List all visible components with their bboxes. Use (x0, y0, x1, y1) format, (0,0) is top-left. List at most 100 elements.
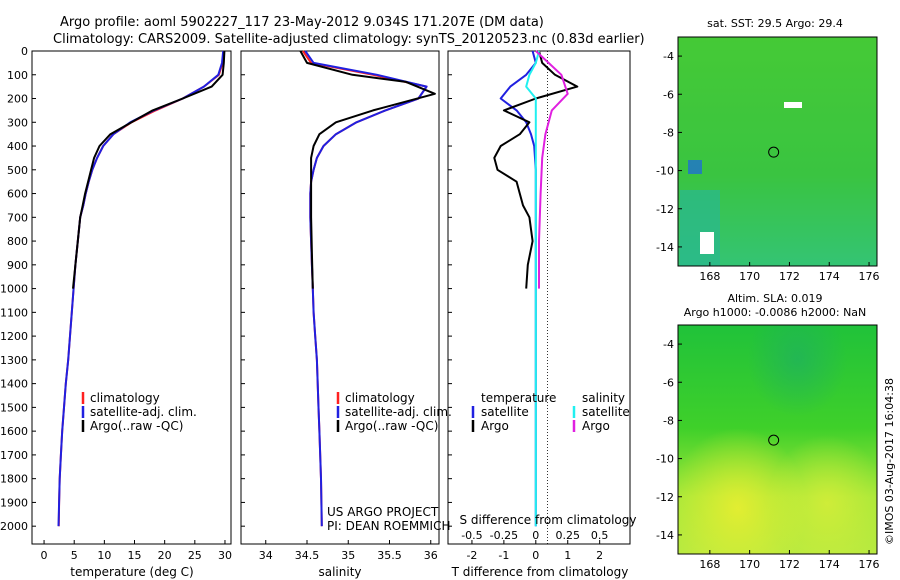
lat-tick-label: -12 (656, 491, 674, 504)
legend-label-satellite: satellite-adj. clim. (345, 405, 452, 419)
sst-land-gap (700, 232, 714, 254)
x-tick-label: 0 (532, 549, 539, 562)
sla-cool-region (678, 325, 877, 554)
legend-label-t-satellite: satellite (481, 405, 529, 419)
lon-tick-label: 168 (699, 558, 720, 571)
x-tick-label: 36 (424, 549, 438, 562)
legend-label-s-argo: Argo (582, 419, 610, 433)
legend-label-climatology: climatology (345, 391, 415, 405)
depth-tick-label: 2000 (0, 520, 28, 533)
depth-tick-label: 900 (7, 259, 28, 272)
temperature-series (57, 50, 226, 527)
x-tick-label: 2 (596, 549, 603, 562)
x-tick-label: 34 (259, 549, 273, 562)
lon-tick-label: 170 (739, 558, 760, 571)
lon-tick-label: 174 (819, 270, 840, 283)
lon-tick-label: 168 (699, 270, 720, 283)
series-line (299, 50, 436, 289)
x-tick-label: 5 (71, 549, 78, 562)
temperature-xlabel: temperature (deg C) (70, 565, 193, 579)
depth-tick-label: 1000 (0, 283, 28, 296)
series-line (535, 50, 569, 289)
depth-tick-label: 1300 (0, 354, 28, 367)
sst-argo-marker (768, 146, 780, 158)
depth-tick-label: 200 (7, 93, 28, 106)
x-tick-label: 0 (532, 529, 539, 542)
s-difference-xlabel: S difference from climatology (460, 513, 637, 527)
depth-tick-label: 1800 (0, 473, 28, 486)
depth-tick-label: 1400 (0, 378, 28, 391)
sst-map-frame (677, 36, 878, 267)
sla-argo-marker (768, 434, 780, 446)
temperature-legend: climatology satellite-adj. clim. Argo(..… (81, 391, 197, 433)
x-tick-label: 35 (341, 549, 355, 562)
sla-map (677, 324, 878, 555)
depth-tick-label: 800 (7, 235, 28, 248)
lat-tick-label: -8 (663, 126, 674, 139)
lat-tick-label: -14 (656, 241, 674, 254)
salinity-x-axis: 34 34.5 35 35.5 36 (241, 50, 438, 562)
lat-tick-label: -6 (663, 88, 674, 101)
legend-label-t-argo: Argo (481, 419, 509, 433)
series-line (72, 50, 226, 289)
temperature-x-axis: 0 5 10 15 20 25 30 (41, 540, 232, 562)
legend-header-temperature: temperature (481, 391, 556, 405)
footer-credit: ©IMOS 03-Aug-2017 16:04:38 (883, 378, 896, 545)
x-tick-label: 0.5 (591, 529, 609, 542)
difference-series (493, 50, 579, 527)
lon-tick-label: 170 (739, 270, 760, 283)
legend-label-argo: Argo(..raw -QC) (345, 419, 438, 433)
lat-tick-label: -6 (663, 376, 674, 389)
project-annotation-line2: PI: DEAN ROEMMICH (327, 519, 450, 533)
sla-map-title-line2: Argo h1000: -0.0086 h2000: NaN (684, 306, 867, 319)
t-difference-xlabel: T difference from climatology (451, 565, 629, 579)
depth-tick-label: 100 (7, 69, 28, 82)
series-line (493, 50, 579, 289)
salinity-xlabel: salinity (318, 565, 361, 579)
depth-tick-label: 700 (7, 211, 28, 224)
difference-legend: temperature salinity satellite Argo sate… (471, 391, 630, 433)
x-tick-label: 20 (158, 549, 172, 562)
x-tick-label: -1 (498, 549, 509, 562)
x-tick-label: 30 (218, 549, 232, 562)
lat-tick-label: -4 (663, 338, 674, 351)
depth-tick-label: 400 (7, 140, 28, 153)
lat-tick-label: -8 (663, 414, 674, 427)
legend-label-satellite: satellite-adj. clim. (90, 405, 197, 419)
x-tick-label: -0.25 (490, 529, 518, 542)
legend-label-argo: Argo(..raw -QC) (90, 419, 183, 433)
x-tick-label: 34.5 (295, 549, 320, 562)
temperature-panel-frame (31, 50, 232, 545)
series-line (57, 50, 225, 527)
depth-axis: 0 100 200 300 400 500 600 700 800 900 1000 1100 1200… (0, 45, 36, 533)
lon-tick-label: 176 (859, 270, 880, 283)
salinity-panel-frame (240, 50, 440, 545)
lat-tick-label: -4 (663, 50, 674, 63)
series-line (525, 50, 540, 527)
series-line (304, 50, 428, 527)
lon-tick-label: 172 (779, 270, 800, 283)
lon-tick-label: 174 (819, 558, 840, 571)
x-tick-label: 0 (41, 549, 48, 562)
lon-tick-label: 176 (859, 558, 880, 571)
title-line1: Argo profile: aoml 5902227_117 23-May-20… (60, 15, 544, 30)
x-tick-label: -2 (466, 549, 477, 562)
x-tick-label: 0.25 (555, 529, 580, 542)
difference-panel-frame (447, 50, 631, 545)
depth-tick-label: 1900 (0, 496, 28, 509)
title-line2: Climatology: CARS2009. Satellite-adjuste… (53, 32, 645, 47)
legend-label-climatology: climatology (90, 391, 160, 405)
depth-tick-label: 600 (7, 188, 28, 201)
x-tick-label: 10 (97, 549, 111, 562)
x-tick-label: 1 (564, 549, 571, 562)
depth-tick-label: 500 (7, 164, 28, 177)
sla-map-frame (677, 324, 878, 555)
x-tick-label: -0.5 (461, 529, 482, 542)
depth-tick-label: 0 (21, 45, 28, 58)
depth-tick-label: 1500 (0, 401, 28, 414)
depth-tick-label: 1600 (0, 425, 28, 438)
sst-land-gap (784, 102, 802, 108)
s-difference-x-axis: -0.5 -0.25 0 0.25 0.5 (461, 529, 608, 542)
series-line (302, 50, 428, 527)
sst-map-axes: 168 170 172 174 176 -4 -6 -8 -10 -12 -14 (656, 50, 880, 283)
